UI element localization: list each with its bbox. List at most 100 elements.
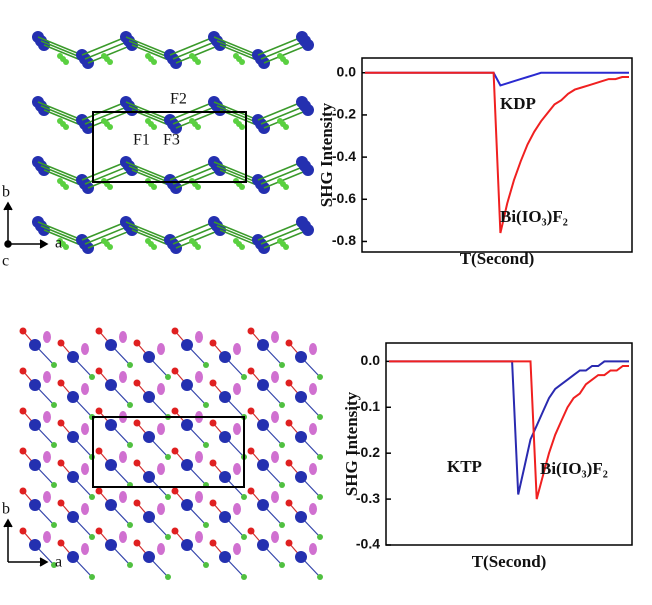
bond	[263, 109, 309, 129]
atom	[63, 244, 69, 250]
atom	[239, 244, 245, 250]
axis-letter: a	[55, 235, 62, 252]
atom	[271, 411, 279, 423]
atom	[133, 499, 141, 507]
atom	[257, 379, 269, 391]
atom	[247, 447, 255, 455]
axes-arrows	[3, 201, 49, 567]
atom	[67, 551, 79, 563]
atom	[209, 499, 217, 507]
atom	[309, 383, 317, 395]
atom	[239, 124, 245, 130]
atom	[285, 539, 293, 547]
bond	[37, 101, 83, 121]
bond	[257, 101, 303, 121]
atom	[279, 522, 285, 528]
atom	[143, 391, 155, 403]
atom	[258, 122, 270, 134]
atom	[143, 511, 155, 523]
atom	[295, 511, 307, 523]
atom	[51, 442, 57, 448]
y-tick-label: 0.0	[361, 352, 381, 368]
series-line	[365, 71, 629, 234]
series-label: Bi(IO₃)F₂	[500, 207, 568, 226]
y-tick-label: -0.2	[356, 444, 380, 460]
atom	[133, 379, 141, 387]
atom	[247, 407, 255, 415]
atom	[105, 499, 117, 511]
atom	[257, 499, 269, 511]
atom	[95, 447, 103, 455]
atom	[317, 534, 323, 540]
atom	[241, 534, 247, 540]
atom	[143, 471, 155, 483]
bond	[172, 105, 218, 125]
atom	[279, 562, 285, 568]
atom	[233, 503, 241, 515]
bond	[175, 44, 221, 64]
series-label: Bi(IO₃)F₂	[540, 459, 608, 478]
bond	[260, 165, 306, 185]
atom	[151, 184, 157, 190]
atom	[63, 124, 69, 130]
bond	[37, 221, 83, 241]
atom	[219, 471, 231, 483]
atom	[317, 374, 323, 380]
series-label: KDP	[500, 94, 536, 113]
atom	[95, 407, 103, 415]
atom	[309, 423, 317, 435]
atom	[143, 351, 155, 363]
atom	[133, 339, 141, 347]
atom	[283, 124, 289, 130]
atom	[67, 391, 79, 403]
atom	[181, 459, 193, 471]
bond	[257, 36, 303, 56]
atom	[295, 551, 307, 563]
axis-letter: b	[2, 501, 10, 518]
unit-cell	[92, 111, 247, 183]
atom	[133, 459, 141, 467]
atom	[171, 407, 179, 415]
y-axis-label: SHG Intensity	[317, 102, 336, 207]
bond	[257, 161, 303, 181]
atom	[239, 59, 245, 65]
atom	[219, 511, 231, 523]
atom	[247, 367, 255, 375]
atom	[151, 244, 157, 250]
atom	[157, 503, 165, 515]
atom	[89, 494, 95, 500]
atom	[203, 562, 209, 568]
atom	[285, 419, 293, 427]
atom	[127, 522, 133, 528]
atom	[51, 562, 57, 568]
atom	[283, 59, 289, 65]
atom	[81, 423, 89, 435]
atom	[171, 487, 179, 495]
atom	[29, 499, 41, 511]
atom	[19, 367, 27, 375]
atom	[171, 367, 179, 375]
atom	[95, 327, 103, 335]
atom	[29, 459, 41, 471]
atom	[170, 122, 182, 134]
atom	[257, 539, 269, 551]
series-line	[365, 71, 629, 87]
atom	[181, 539, 193, 551]
atom	[257, 459, 269, 471]
bond	[263, 229, 309, 249]
atom	[181, 339, 193, 351]
y-tick-label: -0.6	[332, 190, 356, 206]
axis-letter: a	[55, 554, 62, 571]
atom	[241, 494, 247, 500]
atom	[171, 527, 179, 535]
atom	[233, 423, 241, 435]
series-line	[389, 360, 629, 500]
atom	[195, 184, 201, 190]
atom	[105, 419, 117, 431]
atom	[195, 331, 203, 343]
bond	[87, 44, 133, 64]
atom	[51, 482, 57, 488]
atom	[143, 551, 155, 563]
atom	[279, 482, 285, 488]
atom	[143, 431, 155, 443]
